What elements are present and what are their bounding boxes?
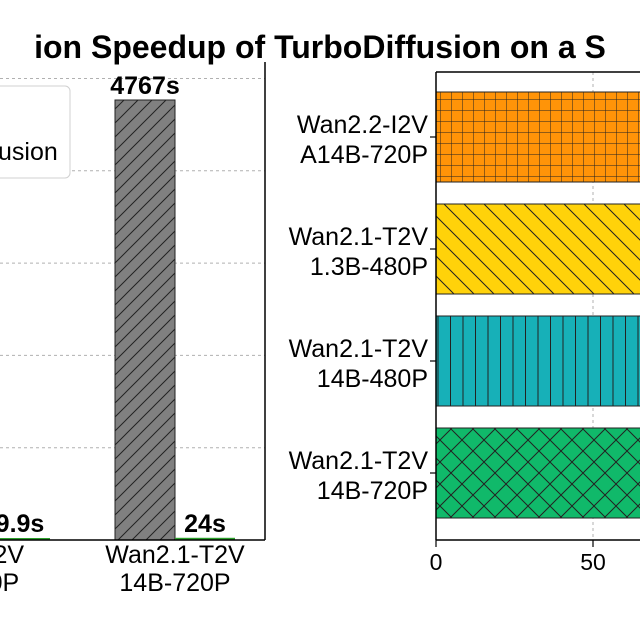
right-bars	[430, 91, 640, 519]
data-label: 24s	[184, 510, 226, 538]
data-label: 9.9s	[0, 510, 44, 538]
bar-outline	[435, 315, 640, 407]
y-tick-label: Wan2.2-I2V	[297, 111, 428, 139]
x-tick-label: 14B-720P	[119, 569, 230, 597]
bar	[175, 537, 235, 540]
x-tick-label: 0	[430, 549, 443, 575]
bar-outline	[435, 203, 640, 295]
y-tick-label: A14B-720P	[300, 141, 428, 169]
legend-box	[0, 85, 71, 179]
bar-outline	[435, 427, 640, 519]
right-chart: Wan2.2-I2VA14B-720PWan2.1-T2V1.3B-480PWa…	[289, 71, 640, 575]
y-tick-label: 14B-480P	[317, 365, 428, 393]
bar-outline	[114, 99, 176, 540]
figure-title: ion Speedup of TurboDiffusion on a S	[34, 29, 606, 65]
y-tick-label: Wan2.1-T2V	[289, 335, 429, 363]
x-tick-label: 50	[580, 549, 606, 575]
x-tick-label: 1-T2V	[0, 541, 24, 569]
legend-entry: usion	[0, 138, 58, 166]
y-tick-label: Wan2.1-T2V	[289, 223, 429, 251]
right-x-tick-labels: 0 50	[430, 540, 606, 575]
y-tick-label: 1.3B-480P	[310, 253, 428, 281]
y-tick-label: 14B-720P	[317, 477, 428, 505]
right-category-labels: Wan2.2-I2VA14B-720PWan2.1-T2V1.3B-480PWa…	[289, 111, 429, 505]
bar	[0, 538, 50, 540]
x-tick-label: 480P	[0, 569, 19, 597]
bar-outline	[435, 91, 640, 183]
x-tick-label: Wan2.1-T2V	[105, 541, 245, 569]
data-label: 4767s	[110, 72, 180, 100]
y-tick-label: Wan2.1-T2V	[289, 447, 429, 475]
